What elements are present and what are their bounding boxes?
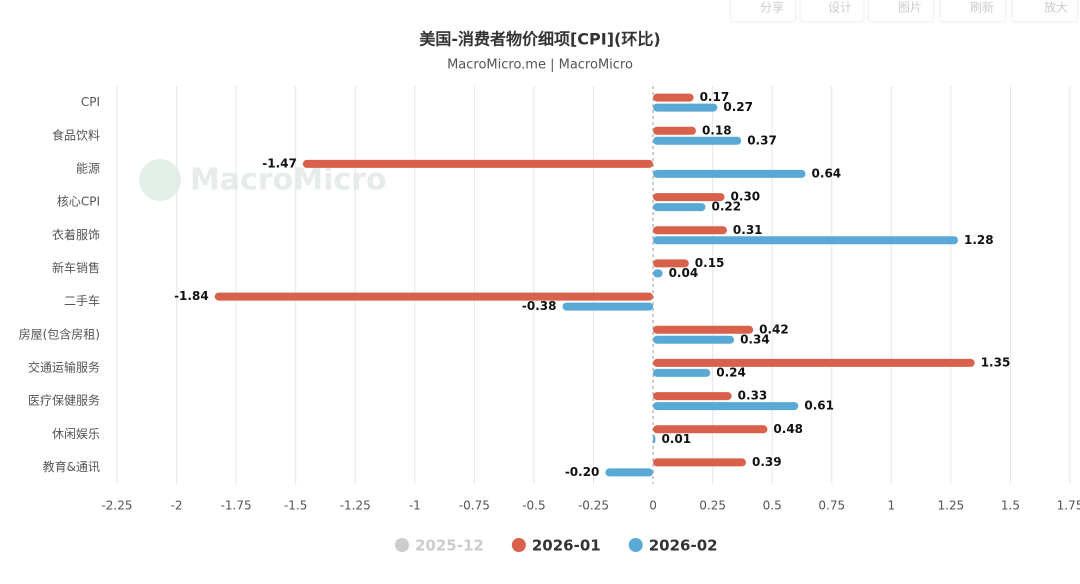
data-label: 0.18: [702, 123, 732, 137]
bar: [653, 325, 754, 334]
x-tick-label: 1: [887, 499, 895, 513]
data-label: 0.31: [733, 223, 763, 237]
x-tick-label: -2: [171, 499, 183, 513]
x-tick-label: -1.5: [284, 499, 307, 513]
legend-marker: [628, 538, 643, 552]
bar: [653, 368, 711, 377]
toolbar-button[interactable]: [799, 0, 865, 23]
legend-label[interactable]: 2026-01: [532, 537, 601, 555]
data-label: 0.48: [773, 422, 803, 436]
data-label: 0.01: [661, 432, 691, 446]
bar: [653, 259, 689, 268]
y-tick-label: 食品饮料: [52, 127, 100, 142]
toolbar-button[interactable]: [729, 0, 797, 23]
bar: [653, 392, 732, 401]
x-tick-label: -1.25: [340, 499, 371, 513]
x-tick-label: -1.75: [221, 499, 252, 513]
legend-label[interactable]: 2025-12: [415, 537, 484, 555]
x-tick-label: 0.5: [763, 499, 782, 513]
data-label: 0.42: [759, 322, 789, 336]
data-label: 0.64: [812, 166, 842, 180]
x-tick-label: 1.5: [1001, 499, 1020, 513]
toolbar: 分享 设计 图片 刷新 放大: [729, 0, 1079, 23]
bar: [653, 425, 768, 434]
bar: [653, 335, 735, 344]
data-label: 0.24: [716, 365, 746, 379]
y-tick-label: CPI: [81, 95, 100, 109]
bar: [653, 458, 746, 467]
y-tick-label: 教育&通讯: [43, 459, 100, 474]
legend-marker: [511, 538, 526, 552]
data-label: -1.47: [262, 156, 297, 170]
data-label: 0.39: [752, 455, 782, 469]
data-label: 0.17: [700, 90, 730, 104]
data-label: 0.61: [804, 399, 834, 413]
y-tick-label: 房屋(包含房租): [19, 326, 100, 341]
x-tick-label: 1.25: [938, 499, 965, 513]
x-tick-label: -0.75: [459, 499, 490, 513]
data-label: -0.20: [565, 465, 600, 479]
data-label: 0.22: [711, 200, 741, 214]
x-tick-label: -2.25: [101, 499, 132, 513]
bar: [653, 126, 696, 135]
bar: [653, 226, 727, 235]
bar: [653, 435, 656, 444]
y-tick-label: 医疗保健服务: [28, 393, 100, 408]
bar: [653, 203, 706, 212]
data-label: 0.37: [747, 133, 777, 147]
watermark-logo: [139, 159, 181, 201]
data-label: 1.35: [981, 355, 1011, 369]
toolbar-label: 图片: [898, 1, 922, 15]
bar: [302, 159, 654, 168]
bar: [653, 193, 725, 202]
toolbar-label: 刷新: [970, 0, 994, 15]
bar: [653, 103, 718, 112]
data-label: 0.34: [740, 332, 770, 346]
bar: [653, 236, 959, 245]
bar: [605, 468, 654, 477]
y-tick-label: 新车销售: [52, 260, 100, 275]
toolbar-button[interactable]: [1011, 0, 1079, 23]
toolbar-button[interactable]: [939, 0, 1007, 23]
y-tick-label: 交通运输服务: [28, 359, 100, 374]
data-label: -0.38: [522, 299, 557, 313]
bar: [653, 358, 975, 367]
bar: [653, 93, 694, 102]
bar: [653, 169, 806, 178]
data-label: -1.84: [174, 289, 209, 303]
bar: [653, 269, 663, 278]
bar: [653, 402, 799, 411]
x-tick-label: -0.5: [522, 499, 545, 513]
data-label: 0.15: [695, 256, 725, 270]
y-tick-label: 能源: [76, 161, 100, 175]
y-tick-label: 衣着服饰: [52, 227, 100, 242]
bar: [562, 302, 654, 311]
chart-subtitle: MacroMicro.me | MacroMicro: [447, 58, 633, 73]
toolbar-label: 分享: [760, 0, 784, 15]
legend-label[interactable]: 2026-02: [649, 537, 718, 555]
chart-title: 美国-消费者物价细项[CPI](环比): [419, 30, 660, 49]
toolbar-label: 放大: [1044, 0, 1068, 15]
toolbar-button[interactable]: [867, 0, 935, 23]
bar: [214, 292, 654, 301]
x-tick-label: -0.25: [578, 499, 609, 513]
data-label: 0.04: [669, 266, 699, 280]
x-tick-label: 0.25: [699, 499, 726, 513]
data-label: 1.28: [964, 233, 994, 247]
data-label: 0.33: [738, 389, 768, 403]
data-label: 0.30: [731, 190, 761, 204]
toolbar-label: 设计: [828, 1, 852, 15]
x-tick-label: 0.75: [818, 499, 845, 513]
y-tick-label: 核心CPI: [57, 195, 100, 209]
x-tick-label: 1.75: [1057, 499, 1080, 513]
bar: [653, 136, 742, 145]
y-tick-label: 休闲娱乐: [52, 427, 100, 441]
x-tick-label: -1: [409, 499, 421, 513]
watermark: MacroMicro: [190, 163, 387, 198]
x-tick-label: 0: [649, 499, 657, 513]
legend-marker: [395, 538, 409, 552]
y-tick-label: 二手车: [64, 293, 100, 308]
data-label: 0.27: [723, 100, 753, 114]
